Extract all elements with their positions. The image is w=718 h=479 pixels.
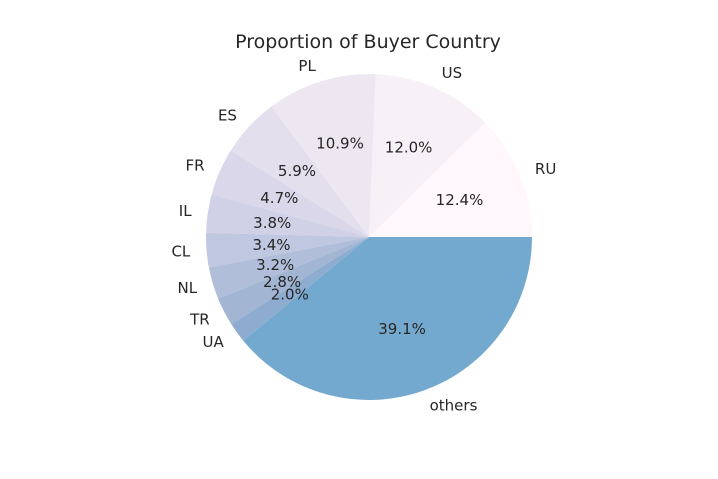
pie-slice-fr: [211, 150, 369, 237]
pie-slice-tr: [218, 237, 369, 325]
pct-label-nl: 3.2%: [256, 256, 294, 274]
pie-slice-ua: [231, 237, 369, 341]
pct-label-pl: 10.9%: [316, 135, 364, 153]
pie-slice-nl: [208, 237, 369, 299]
slice-label-es: ES: [218, 107, 237, 125]
slice-label-others: others: [430, 397, 478, 415]
pct-label-il: 3.8%: [253, 214, 291, 232]
slice-label-il: IL: [179, 202, 192, 220]
pct-label-ru: 12.4%: [436, 191, 484, 209]
pie-slice-il: [206, 194, 369, 237]
slice-label-us: US: [442, 64, 463, 82]
pct-label-tr: 2.8%: [263, 273, 301, 291]
slice-label-cl: CL: [171, 243, 190, 261]
chart-title: Proportion of Buyer Country: [235, 31, 501, 53]
pie-slices: [205, 74, 532, 401]
slice-label-tr: TR: [189, 310, 210, 328]
slice-label-fr: FR: [186, 156, 205, 174]
pct-label-others: 39.1%: [378, 320, 426, 338]
pie-labels: RU 12.4% US 12.0% PL 10.9% ES 5.9% FR 4.7% IL 3.8% C…: [171, 57, 556, 415]
pie-slice-es: [230, 106, 369, 237]
pie-slice-ru: [369, 122, 532, 237]
pct-label-es: 5.9%: [278, 162, 316, 180]
pct-label-ua: 2.0%: [271, 285, 309, 303]
pct-label-cl: 3.4%: [252, 236, 290, 254]
pct-label-fr: 4.7%: [260, 189, 298, 207]
slice-label-nl: NL: [178, 279, 198, 297]
pie-slice-cl: [205, 232, 369, 268]
pct-label-us: 12.0%: [385, 139, 433, 157]
slice-label-pl: PL: [298, 57, 316, 75]
slice-label-ru: RU: [535, 160, 556, 178]
pie-slice-others: [243, 237, 532, 401]
slice-label-ua: UA: [203, 333, 225, 351]
pie-slice-us: [369, 74, 486, 237]
pie-slice-pl: [271, 74, 376, 237]
